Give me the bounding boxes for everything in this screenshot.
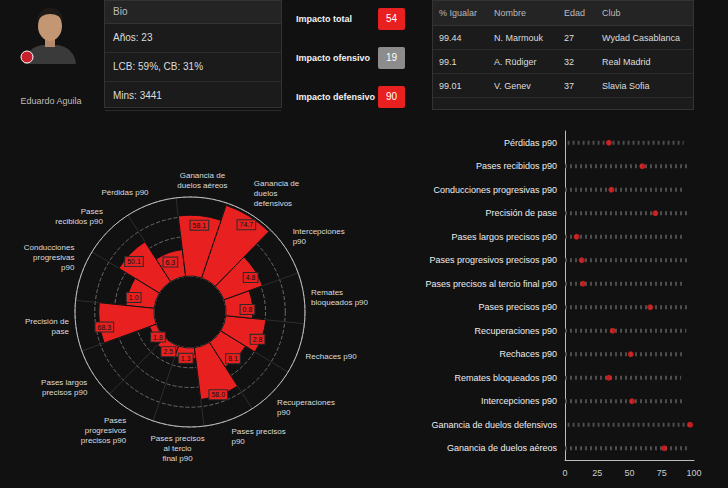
html-text:Años: 23: Años: 23	[113, 32, 153, 43]
svg-text:Pases largos precisos p90: Pases largos precisos p90	[451, 232, 557, 242]
svg-text:Ganancia de duelos aéreos: Ganancia de duelos aéreos	[447, 443, 558, 453]
svg-text:Pases precisos p90: Pases precisos p90	[478, 302, 557, 312]
svg-text:Pérdidas p90: Pérdidas p90	[504, 138, 557, 148]
svg-text:duelos: duelos	[254, 189, 278, 198]
svg-text:74.7: 74.7	[240, 221, 254, 228]
svg-text:50.1: 50.1	[127, 258, 141, 265]
svg-text:6.3: 6.3	[165, 259, 175, 266]
html-text:32: 32	[564, 56, 574, 67]
svg-text:2.5: 2.5	[164, 348, 174, 355]
html-text:Wydad Casablanca: Wydad Casablanca	[602, 32, 680, 43]
html-text:A. Rüdiger: A. Rüdiger	[494, 56, 537, 67]
svg-text:Remates bloqueados p90: Remates bloqueados p90	[454, 373, 557, 383]
svg-text:duelos aéreos: duelos aéreos	[177, 181, 227, 190]
svg-text:p90: p90	[293, 237, 307, 246]
svg-text:Rechaces p90: Rechaces p90	[499, 349, 557, 359]
svg-text:58.0: 58.0	[211, 391, 225, 398]
svg-text:Ganancia de: Ganancia de	[180, 171, 226, 180]
svg-text:75: 75	[657, 468, 667, 478]
svg-text:pase: pase	[52, 327, 70, 336]
svg-text:50: 50	[624, 468, 634, 478]
svg-text:precisos p90: precisos p90	[42, 388, 88, 397]
svg-text:Pases precisos al tercio final: Pases precisos al tercio final p90	[425, 279, 557, 289]
svg-text:1.8: 1.8	[153, 334, 163, 341]
svg-text:Intercepciones: Intercepciones	[293, 227, 345, 236]
html-text:Bio: Bio	[113, 6, 128, 17]
svg-text:Pérdidas p90: Pérdidas p90	[101, 188, 149, 197]
svg-text:final p90: final p90	[162, 454, 193, 463]
svg-text:p90: p90	[231, 437, 245, 446]
html-text:90: 90	[385, 91, 398, 102]
html-text:99.44: 99.44	[439, 32, 462, 43]
html-text:Club: Club	[602, 8, 621, 18]
html-text:99.01: 99.01	[439, 80, 462, 91]
html-text:Slavia Sofia: Slavia Sofia	[602, 80, 650, 91]
svg-text:25: 25	[592, 468, 602, 478]
html-text:Eduardo Aguila: Eduardo Aguila	[20, 96, 82, 106]
svg-text:Remates: Remates	[311, 288, 343, 297]
svg-text:Intercepciones p90: Intercepciones p90	[481, 396, 557, 406]
html-text:Mins: 3441: Mins: 3441	[113, 90, 162, 101]
svg-text:Recuperaciones: Recuperaciones	[277, 398, 335, 407]
svg-text:p90: p90	[277, 408, 291, 417]
svg-text:recibidos p90: recibidos p90	[55, 217, 103, 226]
svg-text:0.8: 0.8	[243, 306, 253, 313]
html-text:54: 54	[385, 13, 398, 24]
svg-text:1.0: 1.0	[129, 294, 139, 301]
svg-text:Precisión de: Precisión de	[25, 317, 70, 326]
svg-text:100: 100	[686, 468, 701, 478]
svg-text:8.1: 8.1	[228, 355, 238, 362]
svg-text:defensivos: defensivos	[254, 199, 292, 208]
svg-text:Pases recibidos p90: Pases recibidos p90	[476, 161, 557, 171]
svg-text:precisos p90: precisos p90	[81, 436, 127, 445]
html-text:V. Genev: V. Genev	[494, 80, 531, 91]
svg-text:Rechaces p90: Rechaces p90	[306, 352, 358, 361]
html-text:Edad: Edad	[564, 8, 585, 18]
svg-text:Pases largos: Pases largos	[41, 378, 87, 387]
svg-text:Precisión de pase: Precisión de pase	[485, 208, 557, 218]
svg-text:Ganancia de duelos defensivos: Ganancia de duelos defensivos	[431, 420, 557, 430]
html-text:Impacto total: Impacto total	[296, 14, 352, 24]
svg-text:Conducciones progresivas p90: Conducciones progresivas p90	[433, 185, 557, 195]
svg-text:4.8: 4.8	[246, 274, 256, 281]
html-text:Nombre: Nombre	[494, 8, 526, 18]
svg-text:58.1: 58.1	[193, 222, 207, 229]
svg-text:al tercio: al tercio	[164, 444, 193, 453]
html-text:% Igualar: % Igualar	[439, 8, 477, 18]
svg-text:bloqueados p90: bloqueados p90	[311, 298, 368, 307]
svg-text:2.8: 2.8	[253, 336, 263, 343]
svg-text:Pases progresivos precisos p90: Pases progresivos precisos p90	[429, 255, 557, 265]
html-text:Impacto ofensivo: Impacto ofensivo	[296, 53, 370, 63]
svg-text:0: 0	[562, 468, 567, 478]
svg-text:p90: p90	[61, 263, 75, 272]
html-text:27: 27	[564, 32, 574, 43]
html-text:N. Marmouk: N. Marmouk	[494, 32, 543, 43]
svg-text:Conducciones: Conducciones	[24, 243, 75, 252]
html-text:99.1: 99.1	[439, 56, 457, 67]
html-text:LCB: 59%, CB: 31%: LCB: 59%, CB: 31%	[113, 61, 203, 72]
svg-text:1.3: 1.3	[181, 355, 191, 362]
svg-text:Pases precisos: Pases precisos	[150, 434, 204, 443]
svg-text:Recuperaciones p90: Recuperaciones p90	[474, 326, 557, 336]
svg-text:progresivas: progresivas	[33, 253, 74, 262]
html-text:37: 37	[564, 80, 574, 91]
svg-text:Ganancia de: Ganancia de	[254, 179, 300, 188]
html-text:Impacto defensivo: Impacto defensivo	[296, 92, 375, 102]
html-text:Real Madrid: Real Madrid	[602, 56, 651, 67]
svg-text:Pases: Pases	[104, 416, 126, 425]
svg-text:progresivos: progresivos	[85, 426, 126, 435]
svg-text:Pases precisos: Pases precisos	[231, 427, 285, 436]
html-text:19: 19	[385, 52, 398, 63]
svg-text:68.3: 68.3	[98, 324, 112, 331]
svg-text:Pases: Pases	[81, 207, 103, 216]
